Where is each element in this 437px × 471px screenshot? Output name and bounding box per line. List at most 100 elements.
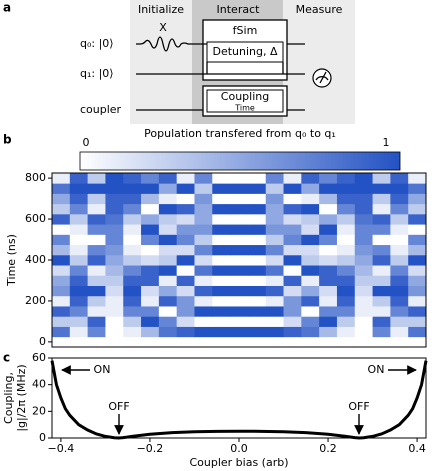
- heatmap-cell: [230, 224, 249, 235]
- heatmap-cell: [354, 275, 373, 286]
- heatmap-cell: [194, 326, 213, 338]
- heatmap-cell: [123, 173, 142, 184]
- coupling-inner: [206, 89, 284, 113]
- heatmap-cell: [247, 285, 267, 297]
- heatmap-cell: [354, 244, 373, 256]
- heatmap-cell: [158, 316, 178, 327]
- heatmap-cell: [105, 306, 124, 317]
- heatmap-cell: [87, 224, 106, 235]
- heatmap-cell: [230, 285, 249, 297]
- heatmap-cell: [212, 224, 231, 235]
- heatmap-cell: [176, 265, 195, 276]
- heatmap-cell: [105, 275, 124, 286]
- heatmap-cell: [390, 213, 409, 225]
- heatmap-cell: [158, 265, 178, 276]
- heatmap-cell: [52, 254, 71, 266]
- heatmap-cell: [301, 336, 320, 348]
- heatmap-cell: [354, 306, 373, 317]
- heatmap-cell: [176, 285, 195, 297]
- heatmap-cell: [265, 326, 284, 338]
- heatmap-cell: [301, 275, 320, 286]
- heatmap-cell: [230, 203, 249, 215]
- heatmap-cell: [408, 234, 427, 246]
- heatmap-cell: [283, 193, 302, 205]
- heatmap-cell: [141, 336, 160, 348]
- heatmap-cell: [69, 285, 89, 297]
- heatmap-cell: [319, 275, 338, 286]
- heatmap-cell: [105, 285, 124, 297]
- annotation: ON: [94, 363, 111, 376]
- heatmap-cell: [319, 203, 338, 215]
- coupling-box: [202, 85, 288, 117]
- x-tick-label: 0.4: [408, 442, 426, 455]
- heatmap-cell: [158, 213, 178, 225]
- colorbar: [79, 151, 401, 171]
- heatmap-cell: [123, 244, 142, 256]
- heatmap-cell: [283, 265, 302, 276]
- heatmap-cell: [230, 193, 249, 205]
- heatmap-cell: [105, 193, 124, 205]
- y-tick-label: 60: [32, 351, 46, 364]
- heatmap-cell: [408, 244, 427, 256]
- heatmap-cell: [390, 224, 409, 235]
- heatmap-cell: [372, 244, 391, 256]
- heatmap-cell: [265, 285, 284, 297]
- heatmap-cell: [176, 244, 195, 256]
- heatmap-cell: [52, 224, 71, 235]
- heatmap-cell: [408, 316, 427, 327]
- heatmap-cell: [265, 173, 284, 184]
- heatmap-cell: [52, 326, 71, 338]
- heatmap-cell: [176, 306, 195, 317]
- heatmap-cell: [158, 244, 178, 256]
- heatmap-cell: [390, 336, 409, 348]
- heatmap-cell: [52, 336, 71, 348]
- y-axis-label: Time (ns): [5, 234, 18, 287]
- heatmap-cell: [372, 234, 391, 246]
- heatmap-cell: [390, 254, 409, 266]
- heatmap-cell: [390, 193, 409, 205]
- heatmap-cell: [52, 295, 71, 307]
- heatmap-cell: [265, 306, 284, 317]
- heatmap-cell: [336, 224, 356, 235]
- heatmap-cell: [212, 244, 231, 256]
- heatmap-cell: [176, 326, 195, 338]
- heatmap-cell: [69, 224, 89, 235]
- heatmap-cell: [105, 316, 124, 327]
- coupling-sub: Time: [234, 104, 255, 113]
- heatmap-cell: [354, 326, 373, 338]
- heatmap-cell: [123, 336, 142, 348]
- heatmap-cell: [301, 306, 320, 317]
- heatmap-cell: [176, 234, 195, 246]
- heatmap-cell: [354, 183, 373, 194]
- heatmap-cell: [265, 224, 284, 235]
- heatmap-cell: [408, 183, 427, 194]
- heatmap-cell: [105, 234, 124, 246]
- heatmap-cell: [123, 295, 142, 307]
- heatmap-cell: [408, 275, 427, 286]
- heatmap-cell: [52, 213, 71, 225]
- y-axis-label: |g|/2π (MHz): [15, 364, 28, 431]
- heatmap-cell: [212, 183, 231, 194]
- heatmap-cell: [230, 234, 249, 246]
- column-bg: [283, 0, 355, 124]
- y-tick-label: 40: [32, 378, 46, 391]
- heatmap-cell: [336, 213, 356, 225]
- heatmap-cell: [265, 213, 284, 225]
- heatmap-cell: [319, 326, 338, 338]
- heatmap-cell: [158, 306, 178, 317]
- heatmap-cell: [52, 275, 71, 286]
- heatmap-cell: [87, 213, 106, 225]
- heatmap-cell: [336, 316, 356, 327]
- heatmap-cell: [176, 173, 195, 184]
- heatmap-cell: [372, 183, 391, 194]
- heatmap-cell: [194, 265, 213, 276]
- heatmap-cell: [87, 203, 106, 215]
- heatmap-cell: [336, 326, 356, 338]
- y-axis-label: Coupling,: [2, 372, 15, 424]
- heatmap-cell: [336, 173, 356, 184]
- heatmap-cell: [212, 234, 231, 246]
- heatmap-cell: [372, 285, 391, 297]
- heatmap-cell: [319, 234, 338, 246]
- heatmap-cell: [69, 275, 89, 286]
- qubit-label: coupler: [80, 103, 122, 116]
